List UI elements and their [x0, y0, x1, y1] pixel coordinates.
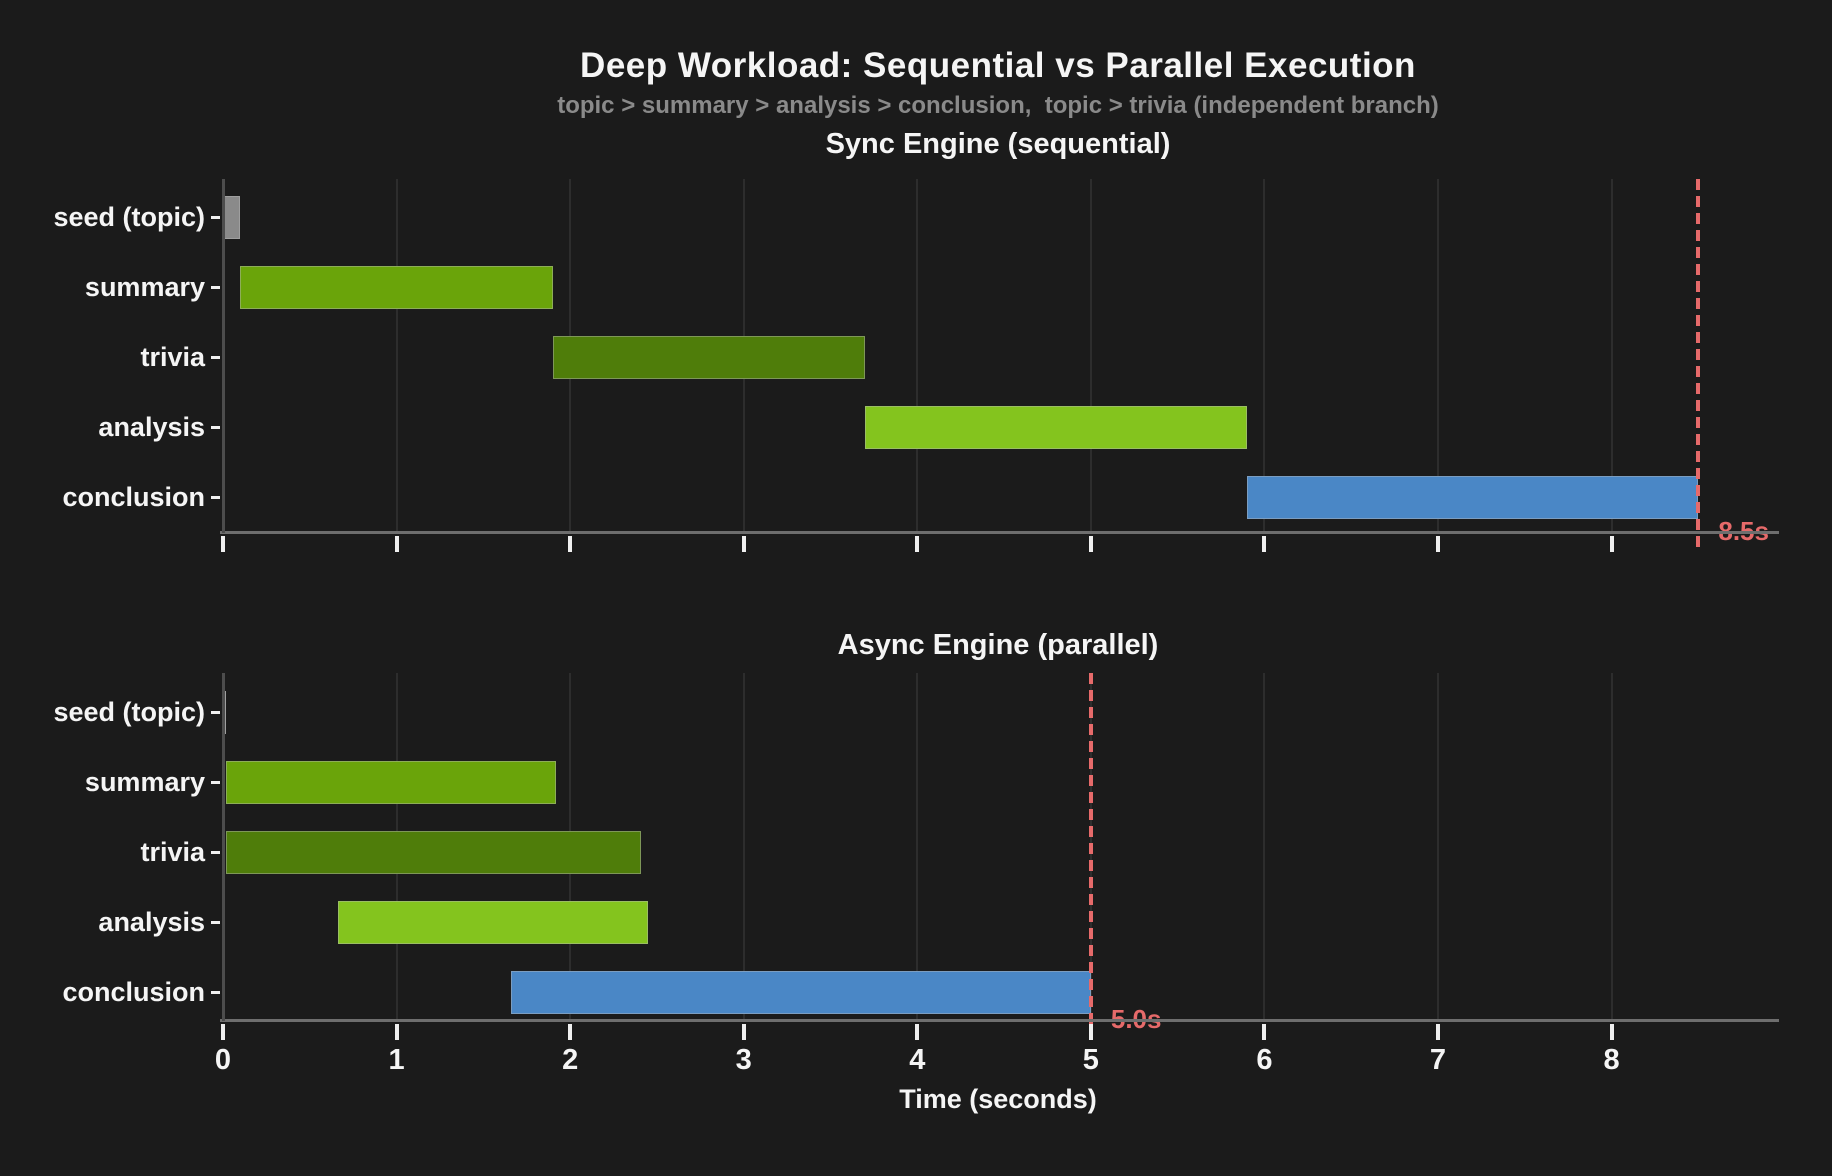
- x-tick: [1436, 536, 1440, 552]
- y-tick: [211, 850, 220, 854]
- x-tick: [568, 1024, 573, 1040]
- x-tick: [221, 536, 225, 552]
- y-tick: [211, 425, 220, 429]
- gantt-bar-summary: [240, 265, 553, 309]
- x-axis-spine: [220, 531, 1779, 534]
- gridline: [1263, 673, 1266, 1020]
- sub-title: topic > summary > analysis > conclusion,…: [557, 92, 1439, 119]
- gridline: [1437, 673, 1439, 1020]
- async-plot-area: seed (topic) summary trivia analysis conclus…: [53, 673, 1779, 1076]
- row-label: analysis: [98, 906, 205, 937]
- gridline: [1263, 179, 1266, 532]
- x-tick-label: 1: [388, 1044, 405, 1076]
- x-tick: [741, 536, 746, 552]
- gridline: [395, 179, 398, 532]
- gridline: [742, 673, 745, 1020]
- x-tick: [741, 1024, 746, 1040]
- x-tick: [915, 536, 920, 552]
- gridline: [1610, 179, 1613, 532]
- x-axis-spine: [220, 1019, 1779, 1022]
- x-tick-label: 2: [562, 1044, 579, 1076]
- gantt-bar-trivia: [552, 335, 866, 379]
- x-tick: [1262, 536, 1267, 552]
- gridline: [916, 673, 919, 1020]
- y-tick: [211, 215, 220, 219]
- row-label: seed (topic): [53, 201, 205, 232]
- chart-title-sync: Sync Engine (sequential): [825, 128, 1171, 160]
- x-tick: [1262, 1024, 1267, 1040]
- x-axis-label: Time (seconds): [899, 1084, 1097, 1114]
- row-label: analysis: [98, 411, 205, 442]
- row-label: conclusion: [62, 976, 205, 1007]
- y-tick: [211, 355, 220, 359]
- gridline: [1437, 179, 1439, 532]
- y-tick: [211, 920, 220, 924]
- row-label: trivia: [140, 341, 205, 372]
- y-tick: [211, 990, 220, 994]
- y-axis-spine: [222, 673, 225, 1021]
- x-tick-label: 3: [735, 1044, 752, 1076]
- sync-plot-area: seed (topic) summary trivia analysis conclus…: [53, 179, 1779, 552]
- gantt-bar-seed: [223, 195, 241, 239]
- main-title: Deep Workload: Sequential vs Parallel Ex…: [580, 46, 1416, 85]
- x-tick: [1609, 1024, 1614, 1040]
- x-tick-label: 4: [909, 1044, 926, 1076]
- y-tick: [211, 285, 220, 289]
- x-tick: [221, 1024, 225, 1040]
- y-tick: [211, 710, 220, 714]
- row-label: trivia: [140, 836, 205, 867]
- gantt-bar-analysis: [865, 405, 1248, 449]
- deadline-line: [1696, 179, 1701, 548]
- x-tick: [394, 536, 399, 552]
- x-tick-label: 8: [1603, 1044, 1620, 1076]
- gantt-bar-trivia: [226, 830, 642, 874]
- gantt-bar-conclusion: [1247, 475, 1699, 519]
- x-tick-label: 0: [214, 1044, 232, 1076]
- x-tick: [394, 1024, 399, 1040]
- gridline: [916, 179, 919, 532]
- x-tick: [568, 536, 573, 552]
- x-tick: [915, 1024, 920, 1040]
- x-tick: [1609, 536, 1614, 552]
- chart-title-async: Async Engine (parallel): [837, 629, 1159, 661]
- x-tick-label: 6: [1256, 1044, 1273, 1076]
- y-tick: [211, 780, 220, 784]
- gantt-bar-conclusion: [511, 970, 1091, 1014]
- gantt-bar-summary: [226, 760, 557, 804]
- x-tick: [1088, 536, 1093, 552]
- row-label: summary: [84, 766, 205, 797]
- deadline-line: [1088, 673, 1093, 1036]
- x-tick: [1436, 1024, 1440, 1040]
- row-label: summary: [84, 271, 205, 302]
- gridline: [1610, 673, 1613, 1020]
- y-axis-spine: [222, 179, 225, 533]
- x-tick-label: 7: [1429, 1044, 1447, 1076]
- gantt-bar-analysis: [337, 900, 649, 944]
- gridline: [1089, 179, 1092, 532]
- row-label: conclusion: [62, 481, 205, 512]
- y-tick: [211, 495, 220, 499]
- x-tick-label: 5: [1082, 1044, 1099, 1076]
- x-tick: [1088, 1024, 1093, 1040]
- row-label: seed (topic): [53, 696, 205, 727]
